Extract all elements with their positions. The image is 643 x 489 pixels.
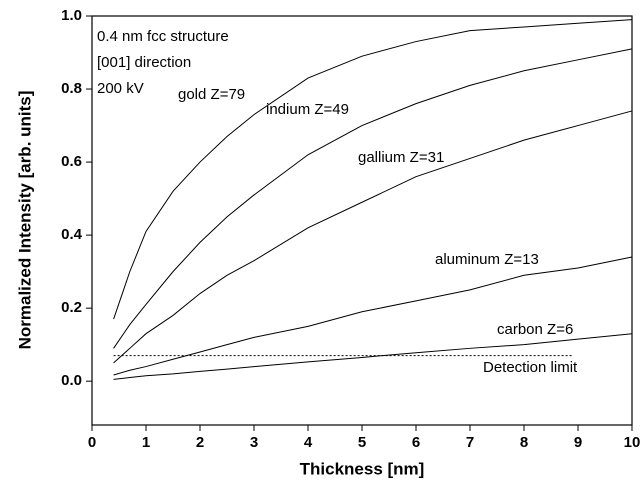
y-tick-label: 0.6 <box>61 153 82 170</box>
x-tick-label: 10 <box>624 434 641 451</box>
series-line <box>113 19 633 320</box>
series-label: gold Z=79 <box>178 86 245 103</box>
series-line <box>113 256 633 376</box>
annotation: 0.4 nm fcc structure <box>97 28 229 45</box>
x-tick-label: 0 <box>88 434 96 451</box>
detection-limit-label: Detection limit <box>483 359 578 376</box>
series-label: indium Z=49 <box>266 101 349 118</box>
x-tick-label: 3 <box>250 434 258 451</box>
x-tick-label: 9 <box>574 434 582 451</box>
y-tick-label: 0.8 <box>61 80 82 97</box>
annotation: [001] direction <box>97 54 191 71</box>
x-tick-label: 4 <box>304 434 313 451</box>
series-label: carbon Z=6 <box>497 321 573 338</box>
series-line <box>113 48 633 349</box>
series-line <box>113 333 633 380</box>
annotation: 200 kV <box>97 80 144 97</box>
x-tick-label: 5 <box>358 434 366 451</box>
series-label: gallium Z=31 <box>358 149 444 166</box>
series-line <box>113 110 633 364</box>
x-tick-label: 7 <box>466 434 474 451</box>
y-axis-title: Normalized Intensity [arb. units] <box>15 91 34 350</box>
y-tick-label: 0.4 <box>61 226 83 243</box>
y-tick-label: 0.2 <box>61 299 82 316</box>
y-tick-label: 0.0 <box>61 372 82 389</box>
x-tick-label: 8 <box>520 434 528 451</box>
x-tick-label: 2 <box>196 434 204 451</box>
x-axis-title: Thickness [nm] <box>300 459 425 478</box>
series-label: aluminum Z=13 <box>435 251 539 268</box>
x-tick-label: 6 <box>412 434 420 451</box>
x-tick-label: 1 <box>142 434 150 451</box>
y-tick-label: 1.0 <box>61 7 82 24</box>
